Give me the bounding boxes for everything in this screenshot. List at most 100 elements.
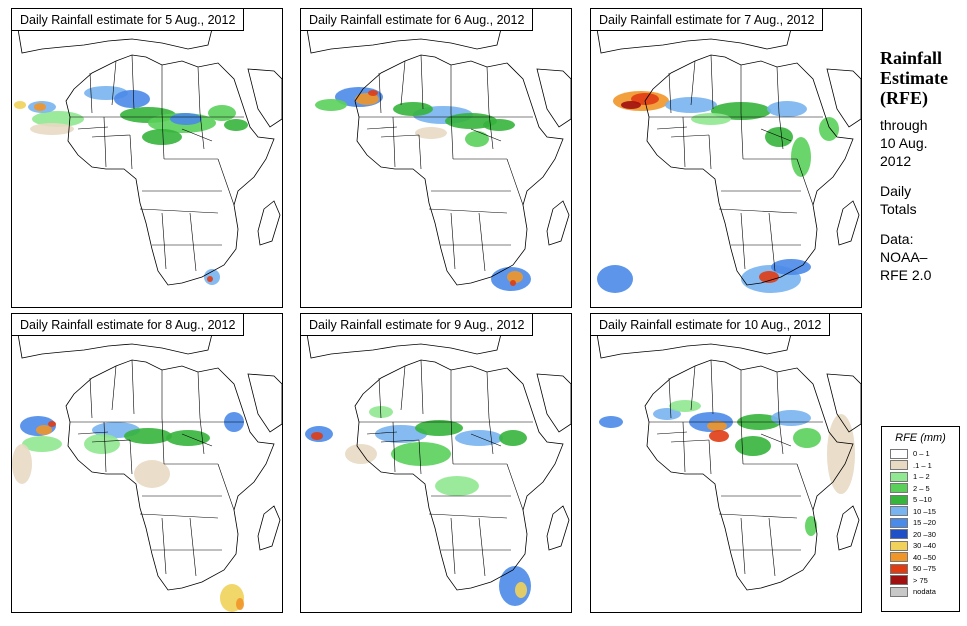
- country-border: [161, 517, 167, 575]
- legend-item: 10 –15: [890, 506, 959, 518]
- country-border: [103, 421, 107, 473]
- madagascar-coastline: [836, 200, 860, 246]
- africa-coastline: [644, 359, 854, 591]
- rainfall-area: [827, 414, 855, 494]
- legend-item: .1 – 1: [890, 460, 959, 472]
- country-border: [131, 54, 135, 110]
- country-border: [478, 212, 486, 272]
- africa-coastline: [65, 359, 275, 591]
- rainfall-area: [767, 101, 807, 117]
- sidebar-date-line1: 10 Aug.: [880, 135, 928, 151]
- country-border: [710, 359, 714, 415]
- legend-item: 15 –20: [890, 517, 959, 529]
- rainfall-area: [735, 436, 771, 456]
- country-border: [217, 158, 235, 206]
- rainfall-area: [515, 582, 527, 598]
- rainfall-area: [465, 131, 489, 147]
- africa-rainfall-map: [14, 9, 282, 286]
- legend-item: 1 – 2: [890, 471, 959, 483]
- rainfall-area: [170, 113, 202, 125]
- arabia-coastline: [536, 68, 571, 128]
- legend-item: 2 – 5: [890, 483, 959, 495]
- rainfall-area: [32, 111, 84, 127]
- rainfall-area: [499, 566, 531, 606]
- legend-swatch: [890, 540, 908, 551]
- rainfall-area: [22, 436, 62, 452]
- rainfall-area: [375, 425, 427, 443]
- country-border: [682, 421, 686, 473]
- country-border: [129, 134, 133, 170]
- legend-label: 50 –75: [913, 564, 936, 574]
- rainfall-area: [208, 105, 236, 121]
- country-border: [199, 417, 205, 455]
- africa-landmass: [66, 360, 274, 590]
- madagascar-coastline: [836, 505, 860, 551]
- legend-swatch: [890, 483, 908, 494]
- country-border: [450, 212, 456, 270]
- rainfall-area: [707, 421, 727, 431]
- rainfall-area: [771, 259, 811, 275]
- rainfall-map-panel: Daily Rainfall estimate for 10 Aug., 201…: [590, 313, 862, 613]
- rainfall-area: [510, 280, 516, 286]
- legend-title: RFE (mm): [895, 432, 946, 444]
- country-border: [161, 212, 167, 270]
- africa-coastline: [354, 54, 564, 286]
- legend-item: 5 –10: [890, 494, 959, 506]
- country-border: [400, 365, 406, 411]
- country-border: [740, 212, 746, 270]
- country-border: [380, 134, 420, 138]
- country-border: [111, 365, 117, 411]
- country-border: [89, 72, 93, 114]
- legend-label: 20 –30: [913, 529, 936, 539]
- country-border: [89, 377, 93, 419]
- country-border: [668, 377, 672, 419]
- rainfall-area: [691, 113, 731, 125]
- rainfall-area: [819, 117, 839, 141]
- arabia-landmass: [827, 69, 861, 127]
- country-border: [760, 128, 792, 142]
- arabia-coastline: [826, 373, 861, 433]
- panel-title: Daily Rainfall estimate for 7 Aug., 2012: [591, 9, 824, 31]
- country-border: [111, 60, 117, 106]
- rainfall-area: [793, 428, 821, 448]
- rainfall-area: [483, 119, 515, 131]
- country-border: [486, 66, 490, 114]
- country-border: [418, 439, 422, 475]
- rainfall-area: [669, 400, 701, 412]
- legend-label: 30 –40: [913, 541, 936, 551]
- legend-label: 10 –15: [913, 506, 936, 516]
- legend-swatch: [890, 460, 908, 471]
- sidebar-totals-line1: Daily: [880, 183, 912, 199]
- rainfall-map-panel: Daily Rainfall estimate for 5 Aug., 2012: [11, 8, 283, 308]
- country-border: [796, 463, 814, 511]
- africa-rainfall-map: [12, 314, 282, 612]
- rainfall-area: [124, 428, 172, 444]
- country-border: [450, 417, 454, 465]
- country-border: [682, 116, 686, 168]
- africa-coastline: [354, 359, 564, 591]
- rainfall-area: [84, 434, 120, 454]
- country-border: [217, 463, 235, 511]
- panel-title: Daily Rainfall estimate for 5 Aug., 2012: [12, 9, 245, 31]
- country-border: [428, 208, 508, 214]
- country-border: [740, 112, 744, 160]
- country-border: [181, 128, 213, 142]
- country-border: [488, 112, 494, 150]
- country-border: [690, 365, 696, 411]
- madagascar-coastline: [257, 200, 281, 246]
- country-border: [139, 513, 219, 519]
- rainfall-area: [435, 476, 479, 496]
- rainfall-area: [48, 421, 56, 427]
- rainfall-area: [709, 430, 729, 442]
- country-border: [776, 66, 780, 114]
- country-border: [670, 439, 710, 443]
- africa-landmass: [645, 360, 853, 590]
- country-border: [366, 126, 398, 130]
- rainfall-area: [311, 432, 323, 440]
- rainfall-area: [415, 127, 447, 139]
- panel-title: Daily Rainfall estimate for 9 Aug., 2012: [301, 314, 534, 336]
- africa-landmass: [355, 360, 563, 590]
- country-border: [131, 359, 135, 415]
- rainfall-area: [771, 410, 811, 426]
- country-border: [418, 134, 422, 170]
